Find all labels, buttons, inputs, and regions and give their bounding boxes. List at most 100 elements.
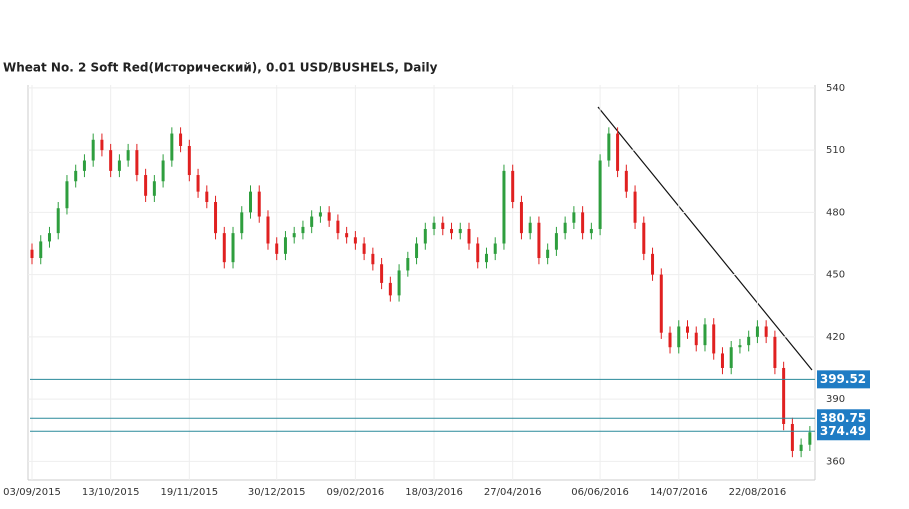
x-tick-label: 19/11/2015 [160, 487, 218, 498]
candle-body [703, 324, 707, 346]
candle-body [624, 170, 628, 192]
candle-body [589, 228, 593, 234]
y-tick-label: 540 [826, 83, 845, 94]
y-tick-label: 510 [826, 145, 845, 156]
candle-body [65, 181, 69, 209]
candle-body [747, 336, 751, 346]
candle-body [764, 326, 768, 337]
candle-body [126, 150, 130, 161]
candle-body [91, 139, 95, 161]
candle-body [56, 208, 60, 234]
candle-body [790, 423, 794, 451]
candle-body [493, 243, 497, 254]
level-label: 399.52 [820, 372, 866, 386]
candle-body [572, 212, 576, 223]
candle-body [144, 175, 148, 196]
candle-body [170, 133, 174, 161]
candle-body [511, 170, 515, 203]
candle-body [415, 243, 419, 259]
candle-body [275, 243, 279, 254]
candle-body [327, 212, 331, 221]
candle-body [607, 133, 611, 161]
candle-body [82, 160, 86, 171]
candle-body [397, 270, 401, 296]
candle-body [135, 150, 139, 176]
x-tick-label: 30/12/2015 [248, 487, 306, 498]
y-tick-label: 450 [826, 270, 845, 281]
candle-body [187, 145, 191, 176]
candle-body [231, 233, 235, 263]
candle-body [100, 139, 104, 151]
candle-body [152, 181, 156, 196]
y-tick-label: 390 [826, 394, 845, 405]
candle-body [484, 253, 488, 263]
chart-title: Wheat No. 2 Soft Red(Исторический), 0.01… [3, 61, 438, 75]
candle-body [214, 202, 218, 234]
candle-body [659, 274, 663, 333]
x-tick-label: 27/04/2016 [484, 487, 542, 498]
candle-body [799, 444, 803, 451]
candle-body [546, 249, 550, 259]
candle-body [266, 216, 270, 244]
candle-body [362, 243, 366, 254]
candle-body [720, 353, 724, 368]
candle-body [292, 233, 296, 238]
x-tick-label: 22/08/2016 [729, 487, 787, 498]
candle-body [467, 228, 471, 244]
candle-body [30, 249, 34, 259]
trend-line [597, 106, 813, 371]
candle-body [633, 191, 637, 223]
x-tick-label: 14/07/2016 [650, 487, 708, 498]
candle-body [773, 336, 777, 368]
candle-body [222, 233, 226, 263]
candle-body [458, 228, 462, 234]
candle-body [476, 243, 480, 263]
candle-body [642, 222, 646, 254]
candle-body [554, 233, 558, 250]
candle-body [441, 222, 445, 229]
candle-body [353, 237, 357, 244]
candle-body [179, 133, 183, 146]
candle-body [257, 191, 261, 217]
x-tick-label: 06/06/2016 [571, 487, 629, 498]
candle-body [310, 216, 314, 227]
candle-body [74, 170, 78, 182]
candle-body [537, 222, 541, 259]
candle-body [249, 191, 252, 213]
candle-body [380, 264, 384, 283]
candle-body [677, 326, 681, 348]
candle-body [301, 226, 305, 234]
candle-body [686, 326, 689, 333]
candle-body [371, 253, 375, 265]
level-label-box [817, 370, 870, 389]
candle-body [712, 324, 716, 354]
candle-body [729, 347, 733, 368]
candle-body [109, 150, 113, 171]
candle-body [450, 228, 454, 234]
candle-body [668, 332, 672, 348]
candle-body [39, 241, 43, 259]
candle-body [694, 332, 698, 346]
candle-body [581, 212, 585, 234]
candle-body [161, 160, 165, 182]
candle-body [563, 222, 567, 234]
candle-body [47, 233, 51, 242]
candle-body [519, 202, 523, 234]
candle-body [808, 432, 812, 445]
candle-body [782, 367, 786, 424]
candle-body [388, 282, 392, 296]
candle-body [738, 345, 742, 348]
candle-body [117, 160, 121, 171]
x-tick-label: 18/03/2016 [405, 487, 463, 498]
candle-body [502, 170, 506, 244]
x-tick-label: 09/02/2016 [327, 487, 385, 498]
candle-body [528, 222, 532, 234]
level-label: 374.49 [820, 424, 866, 438]
candle-body [423, 228, 427, 244]
candle-body [432, 222, 436, 229]
level-label-box [817, 422, 870, 441]
level-label: 380.75 [820, 411, 866, 425]
candle-body [318, 212, 322, 217]
candle-body [598, 160, 602, 229]
